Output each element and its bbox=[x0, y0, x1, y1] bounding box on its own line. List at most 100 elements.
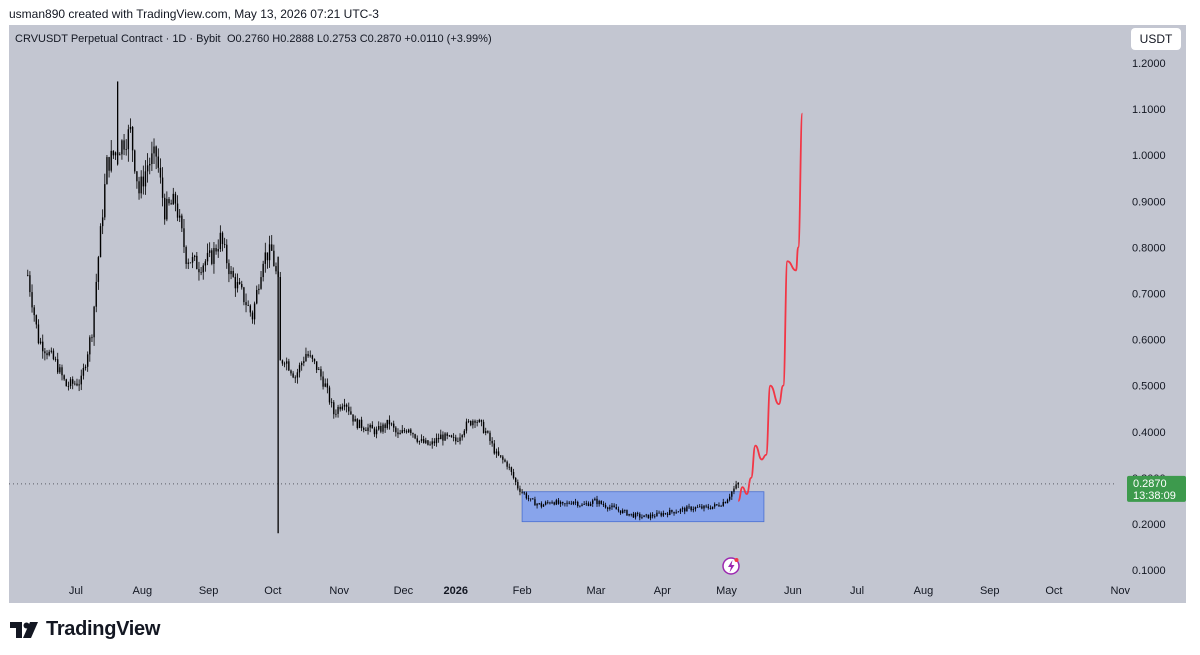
candle-body bbox=[33, 307, 35, 316]
x-tick-label: Sep bbox=[199, 585, 219, 597]
x-tick-label: Aug bbox=[133, 585, 153, 597]
lightning-event-icon[interactable] bbox=[722, 557, 740, 575]
candle-body bbox=[594, 498, 596, 501]
candle-body bbox=[84, 366, 87, 368]
candle-body bbox=[553, 502, 555, 505]
candle-body bbox=[164, 197, 166, 220]
candle-body bbox=[517, 482, 519, 489]
candle-body bbox=[510, 467, 513, 472]
candle-body bbox=[611, 505, 613, 508]
candle-body bbox=[44, 351, 46, 354]
candle-body bbox=[373, 428, 376, 435]
candle-body bbox=[564, 503, 566, 505]
candle-body bbox=[491, 440, 493, 444]
candle-body bbox=[307, 353, 309, 357]
candle-body bbox=[613, 505, 615, 508]
candle-body bbox=[328, 387, 331, 403]
candle-body bbox=[193, 255, 196, 258]
candle-body bbox=[119, 154, 121, 156]
currency-unit-button[interactable]: USDT bbox=[1131, 28, 1181, 50]
candle-body bbox=[42, 341, 44, 352]
candle-body bbox=[271, 244, 273, 251]
candle-body bbox=[433, 441, 436, 444]
candle-body bbox=[99, 226, 102, 258]
candle-body bbox=[247, 305, 249, 306]
candle-body bbox=[354, 419, 356, 422]
candle-body bbox=[245, 302, 247, 306]
y-tick-label: 0.2000 bbox=[1132, 519, 1166, 531]
candle-body bbox=[48, 351, 50, 356]
candle-body bbox=[146, 165, 149, 172]
candle-body bbox=[403, 430, 406, 432]
candle-body bbox=[699, 506, 701, 508]
candle-body bbox=[324, 383, 326, 387]
candle-body bbox=[350, 411, 352, 415]
candle-body bbox=[487, 431, 489, 433]
price-axis[interactable] bbox=[1115, 25, 1186, 603]
candle-body bbox=[313, 358, 316, 362]
candle-body bbox=[474, 420, 476, 423]
candle-body bbox=[388, 419, 391, 425]
candle-body bbox=[37, 324, 40, 344]
candle-body bbox=[97, 257, 100, 282]
candle-body bbox=[703, 505, 705, 509]
last-price-label: 0.2870 bbox=[1133, 478, 1167, 490]
candle-body bbox=[181, 215, 183, 229]
candle-body bbox=[125, 149, 127, 151]
candle-body bbox=[157, 156, 159, 168]
candle-body bbox=[46, 353, 48, 356]
candle-body bbox=[701, 506, 703, 509]
candle-body bbox=[733, 488, 735, 492]
candle-body bbox=[446, 433, 448, 436]
candle-body bbox=[420, 439, 423, 441]
candle-body bbox=[435, 437, 438, 444]
chart-panel[interactable]: 1.2000 1.1000 1.0000 0.9000 0.8000 0.7000 0.60… bbox=[9, 25, 1186, 603]
consolidation-range-box bbox=[521, 491, 765, 523]
candle-body bbox=[315, 361, 318, 370]
candle-body bbox=[260, 277, 262, 289]
y-tick-label: 0.4000 bbox=[1132, 427, 1166, 439]
candle-body bbox=[731, 491, 733, 497]
candle-body bbox=[429, 444, 431, 446]
candle-body bbox=[348, 406, 350, 412]
candle-body bbox=[176, 203, 179, 218]
candle-body bbox=[189, 262, 192, 264]
price-chart-svg[interactable]: 1.2000 1.1000 1.0000 0.9000 0.8000 0.7000 0.60… bbox=[9, 25, 1186, 603]
candle-body bbox=[305, 353, 307, 362]
candle-body bbox=[363, 427, 365, 430]
candle-body bbox=[386, 419, 388, 428]
candle-body bbox=[482, 421, 485, 433]
candle-body bbox=[101, 217, 104, 227]
x-tick-label: Nov bbox=[1110, 585, 1130, 597]
candle-body bbox=[288, 361, 290, 371]
candle-body bbox=[581, 504, 583, 506]
candle-body bbox=[557, 500, 560, 504]
x-tick-label: Jul bbox=[850, 585, 864, 597]
candle-body bbox=[151, 153, 153, 164]
candle-body bbox=[675, 512, 677, 514]
candle-body bbox=[660, 513, 662, 516]
candle-body bbox=[583, 504, 585, 505]
x-tick-label: Apr bbox=[654, 585, 671, 597]
candle-body bbox=[226, 244, 228, 264]
candle-body bbox=[401, 430, 403, 433]
candle-body bbox=[215, 248, 217, 252]
candle-body bbox=[268, 244, 271, 261]
candle-body bbox=[448, 435, 451, 437]
candle-body bbox=[514, 477, 517, 483]
candle-body bbox=[50, 350, 52, 352]
candle-body bbox=[677, 511, 680, 513]
candle-body bbox=[649, 514, 652, 519]
x-tick-label: Oct bbox=[1045, 585, 1062, 597]
candle-body bbox=[258, 288, 260, 291]
candle-body bbox=[95, 281, 97, 307]
candle-body bbox=[241, 283, 243, 288]
candle-body bbox=[82, 367, 85, 376]
candle-body bbox=[617, 509, 620, 511]
candle-body bbox=[283, 363, 286, 365]
candle-body bbox=[656, 512, 658, 517]
candle-body bbox=[149, 163, 151, 166]
tradingview-logo[interactable]: TradingView bbox=[10, 618, 160, 641]
candle-body bbox=[600, 500, 602, 504]
candle-body bbox=[89, 337, 91, 355]
